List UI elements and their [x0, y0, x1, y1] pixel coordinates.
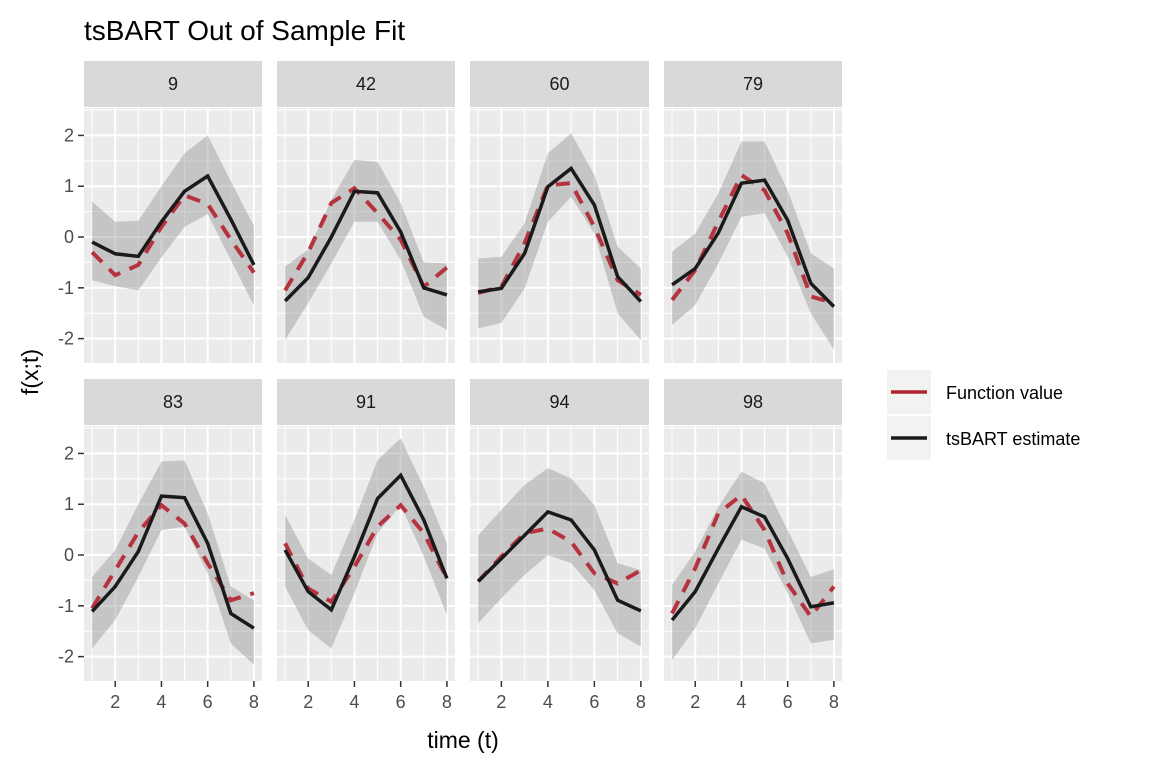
facet-strip: [277, 379, 455, 425]
x-tick-label: 2: [303, 692, 313, 712]
facet-strip-label: 83: [163, 392, 183, 412]
estimate-line: [283, 189, 448, 303]
facet-strip: [664, 379, 842, 425]
legend-label-estimate: tsBART estimate: [946, 429, 1080, 449]
x-tick-label: 6: [396, 692, 406, 712]
facet-strip-label: 79: [743, 74, 763, 94]
x-tick-label: 2: [690, 692, 700, 712]
facet-strip: [470, 379, 649, 425]
credible-band: [478, 468, 641, 647]
x-tick-label: 8: [249, 692, 259, 712]
y-tick-label: -2: [58, 329, 74, 349]
x-tick-label: 8: [829, 692, 839, 712]
panel-background: [470, 426, 649, 681]
estimate-line: [283, 472, 449, 613]
function-value-line: [283, 502, 449, 605]
legend: Function value tsBART estimate: [887, 370, 1080, 460]
y-tick-label: 1: [64, 494, 74, 514]
x-tick-label: 6: [783, 692, 793, 712]
facet-strip: [277, 61, 455, 107]
facet-strip-label: 94: [549, 392, 569, 412]
estimate-line: [477, 165, 643, 303]
facet-panel-83: 83 -2 -1 0 1 2 2 4 6 8: [58, 379, 262, 712]
function-value-line: [90, 502, 255, 610]
x-tick-label: 4: [156, 692, 166, 712]
credible-band: [92, 135, 254, 306]
function-value-line: [90, 192, 256, 278]
y-tick-label: 0: [64, 227, 74, 247]
x-tick-label: 6: [589, 692, 599, 712]
x-tick-label: 4: [349, 692, 359, 712]
panel-background: [664, 108, 842, 363]
panel-background: [277, 108, 455, 363]
facet-panel-79: 79: [664, 61, 842, 363]
x-tick-label: 4: [543, 692, 553, 712]
panel-background: [84, 426, 262, 681]
facet-panel-42: 42: [277, 61, 455, 363]
estimate-line: [670, 504, 835, 622]
panel-background: [277, 426, 455, 681]
credible-band: [92, 460, 254, 665]
x-tick-label: 2: [110, 692, 120, 712]
facet-panel-60: 60: [470, 61, 649, 363]
x-tick-label: 2: [496, 692, 506, 712]
facet-strip: [84, 379, 262, 425]
function-value-line: [476, 526, 642, 586]
chart-title: tsBART Out of Sample Fit: [84, 15, 405, 46]
facet-panel-94: 94 2 4 6 8: [470, 379, 649, 712]
panel-background: [84, 108, 262, 363]
legend-label-function-value: Function value: [946, 383, 1063, 403]
x-tick-label: 8: [442, 692, 452, 712]
function-value-line: [670, 492, 836, 620]
credible-band: [285, 159, 447, 341]
panel-background: [470, 108, 649, 363]
facet-panel-98: 98 2 4 6 8: [664, 379, 842, 712]
x-tick-label: 6: [203, 692, 213, 712]
x-tick-label: 4: [736, 692, 746, 712]
facet-strip: [470, 61, 649, 107]
y-tick-label: -1: [58, 278, 74, 298]
y-tick-label: 1: [64, 176, 74, 196]
facet-strip-label: 98: [743, 392, 763, 412]
credible-band: [478, 133, 641, 341]
y-tick-label: 2: [64, 443, 74, 463]
facet-strip: [84, 61, 262, 107]
estimate-line: [671, 178, 836, 308]
y-tick-label: 2: [64, 125, 74, 145]
estimate-line: [476, 509, 642, 613]
estimate-line: [91, 173, 256, 266]
facet-panel-91: 91 2 4 6 8: [277, 379, 455, 712]
facet-strip-label: 42: [356, 74, 376, 94]
facet-panel-9: 9 -2 -1 0 1 2: [58, 61, 262, 363]
y-tick-label: -2: [58, 647, 74, 667]
facet-strip-label: 60: [549, 74, 569, 94]
facet-strip-label: 91: [356, 392, 376, 412]
panel-background: [664, 426, 842, 681]
facet-strip-label: 9: [168, 74, 178, 94]
y-tick-label: -1: [58, 596, 74, 616]
x-axis-title: time (t): [427, 727, 499, 753]
y-tick-label: 0: [64, 545, 74, 565]
facet-strip: [664, 61, 842, 107]
estimate-line: [90, 494, 255, 630]
y-axis-title: f(x;t): [17, 349, 43, 395]
function-value-line: [283, 185, 449, 292]
x-tick-label: 8: [636, 692, 646, 712]
credible-band: [672, 471, 834, 661]
